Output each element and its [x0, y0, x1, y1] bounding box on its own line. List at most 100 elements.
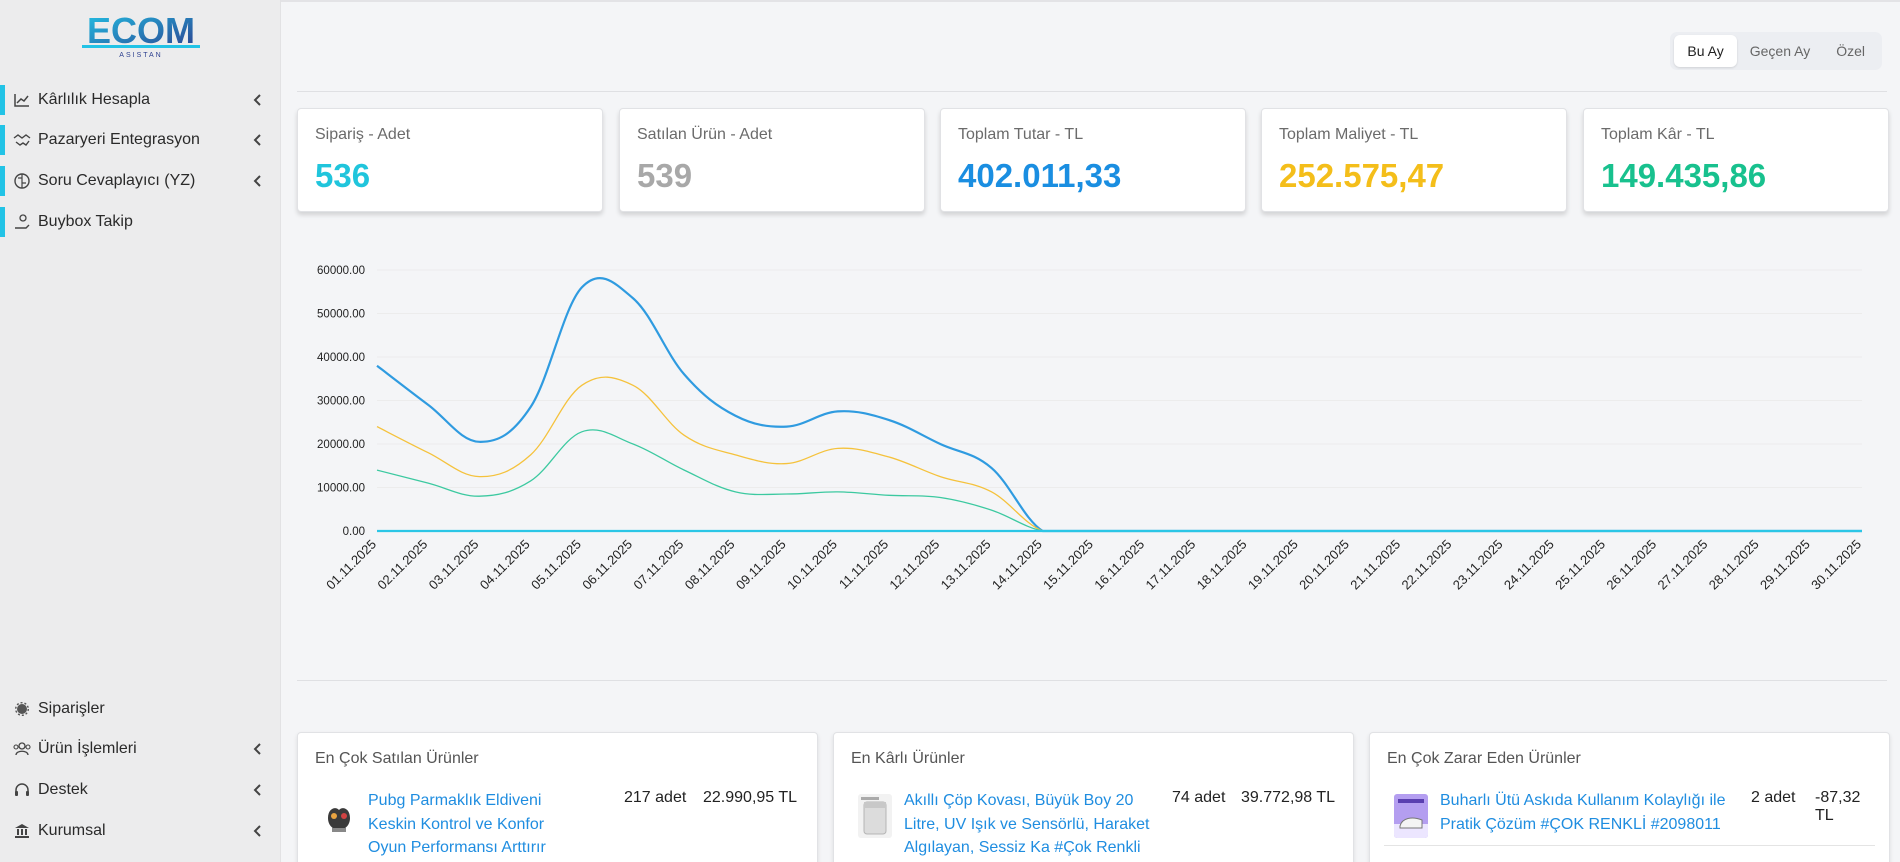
stat-card-total-profit: Toplam Kâr - TL 149.435,86 — [1583, 108, 1889, 212]
panel-title: En Çok Zarar Eden Ürünler — [1387, 750, 1581, 767]
x-tick-label: 24.11.2025 — [1501, 537, 1557, 593]
stat-card-sold-products: Satılan Ürün - Adet 539 — [619, 108, 925, 212]
panel-most-loss: En Çok Zarar Eden Ürünler Buharlı Ütü As… — [1369, 732, 1890, 862]
sidebar-item-urun-islemleri[interactable]: Ürün İşlemleri — [0, 731, 281, 767]
x-tick-label: 22.11.2025 — [1399, 537, 1455, 593]
panel-title: En Çok Satılan Ürünler — [315, 750, 479, 767]
series-line-total — [376, 276, 1862, 533]
sidebar-item-pazaryeri-entegrasyon[interactable]: Pazaryeri Entegrasyon — [0, 122, 281, 158]
chevron-left-icon — [251, 825, 263, 837]
stat-card-value: 402.011,33 — [958, 157, 1122, 194]
x-tick-label: 17.11.2025 — [1142, 537, 1198, 593]
chevron-left-icon — [251, 743, 263, 755]
x-tick-label: 12.11.2025 — [886, 537, 942, 593]
panel-most-profitable: En Kârlı Ürünler Akıllı Çöp Kovası, Büyü… — [833, 732, 1354, 862]
period-last-month-button[interactable]: Geçen Ay — [1749, 43, 1811, 59]
stat-card-title: Satılan Ürün - Adet — [637, 126, 773, 143]
header-divider — [281, 0, 1900, 2]
x-tick-label: 30.11.2025 — [1808, 537, 1864, 593]
product-name-link[interactable]: Pubg Parmaklık Eldiveni Keskin Kontrol v… — [368, 792, 546, 856]
period-selector: Bu Ay Geçen Ay Özel — [1670, 32, 1882, 70]
stat-card-orders: Sipariş - Adet 536 — [297, 108, 603, 212]
x-tick-label: 18.11.2025 — [1194, 537, 1250, 593]
handshake-icon — [12, 130, 32, 150]
stat-card-title: Toplam Tutar - TL — [958, 126, 1084, 143]
x-tick-label: 13.11.2025 — [938, 537, 994, 593]
gear-icon — [12, 699, 32, 719]
brain-icon — [12, 171, 32, 191]
ecom-logo[interactable]: ECOM ASISTAN — [74, 12, 208, 60]
sales-line-chart: 0.00 10000.00 20000.00 30000.00 40000.00 5000… — [317, 265, 1864, 593]
trash-bin-thumbnail[interactable] — [858, 794, 892, 838]
x-tick-label: 29.11.2025 — [1757, 537, 1813, 593]
period-this-month-button[interactable]: Bu Ay — [1674, 35, 1737, 67]
x-tick-label: 01.11.2025 — [323, 537, 379, 593]
list-item: Buharlı Ütü Askıda Kullanım Kolaylığı il… — [1384, 789, 1875, 862]
x-tick-label: 05.11.2025 — [528, 537, 584, 593]
product-name-link[interactable]: Akıllı Çöp Kovası, Büyük Boy 20 Litre, U… — [904, 792, 1150, 856]
stat-card-value: 539 — [637, 157, 693, 194]
sidebar-item-kurumsal[interactable]: Kurumsal — [0, 813, 281, 849]
sidebar-item-destek[interactable]: Destek — [0, 772, 281, 808]
x-tick-label: 23.11.2025 — [1450, 537, 1506, 593]
users-icon — [12, 739, 32, 759]
stat-card-total-cost: Toplam Maliyet - TL 252.575,47 — [1261, 108, 1567, 212]
sidebar-item-karlilik-hesapla[interactable]: Kârlılık Hesapla — [0, 82, 281, 118]
section-divider — [297, 91, 1887, 92]
series-line-profit — [376, 429, 1862, 532]
x-tick-label: 25.11.2025 — [1552, 537, 1608, 593]
x-tick-label: 09.11.2025 — [733, 537, 789, 593]
panel-title: En Kârlı Ürünler — [851, 750, 965, 767]
bank-icon — [12, 821, 32, 841]
product-amount: -87,32 TL — [1815, 789, 1861, 824]
product-quantity: 217 adet — [624, 789, 687, 806]
x-tick-label: 19.11.2025 — [1245, 537, 1301, 593]
sidebar-item-label: Ürün İşlemleri — [38, 740, 137, 757]
sidebar-item-buybox-takip[interactable]: Buybox Takip — [0, 204, 281, 240]
product-name-link[interactable]: Buharlı Ütü Askıda Kullanım Kolaylığı il… — [1440, 792, 1726, 833]
x-tick-label: 07.11.2025 — [630, 537, 686, 593]
x-tick-label: 02.11.2025 — [374, 537, 430, 593]
gloves-thumbnail[interactable] — [322, 794, 356, 838]
y-tick-label: 0.00 — [343, 526, 365, 538]
chevron-left-icon — [251, 134, 263, 146]
x-tick-label: 08.11.2025 — [682, 537, 738, 593]
steam-iron-thumbnail[interactable] — [1394, 794, 1428, 838]
panel-best-selling: En Çok Satılan Ürünler Pubg Parmaklık El… — [297, 732, 818, 862]
x-tick-label: 15.11.2025 — [1040, 537, 1096, 593]
list-divider — [1384, 845, 1875, 846]
x-tick-label: 28.11.2025 — [1706, 537, 1762, 593]
x-tick-label: 06.11.2025 — [579, 537, 635, 593]
list-item: Akıllı Çöp Kovası, Büyük Boy 20 Litre, U… — [848, 789, 1339, 862]
hand-coin-icon — [12, 212, 32, 232]
stat-card-value: 149.435,86 — [1601, 157, 1767, 194]
sidebar-item-label: Kurumsal — [38, 822, 106, 839]
logo-subtitle: ASISTAN — [119, 52, 162, 59]
y-tick-label: 60000.00 — [317, 265, 365, 277]
product-quantity: 2 adet — [1751, 789, 1796, 806]
y-tick-label: 40000.00 — [317, 352, 365, 364]
stat-card-title: Toplam Kâr - TL — [1601, 126, 1715, 143]
period-custom-button[interactable]: Özel — [1836, 43, 1865, 59]
sidebar: ECOM ASISTAN Kârlılık Hesapla Pazaryeri … — [0, 0, 281, 862]
product-quantity: 74 adet — [1172, 789, 1226, 806]
sidebar-item-label: Soru Cevaplayıcı (YZ) — [38, 172, 196, 189]
sidebar-item-label: Buybox Takip — [38, 213, 133, 230]
y-tick-label: 10000.00 — [317, 483, 365, 495]
y-tick-label: 50000.00 — [317, 309, 365, 321]
x-tick-label: 10.11.2025 — [784, 537, 840, 593]
x-tick-label: 21.11.2025 — [1347, 537, 1403, 593]
chevron-left-icon — [251, 784, 263, 796]
x-tick-label: 11.11.2025 — [836, 537, 891, 592]
sidebar-item-soru-cevaplayici[interactable]: Soru Cevaplayıcı (YZ) — [0, 163, 281, 199]
chevron-left-icon — [251, 94, 263, 106]
y-tick-label: 30000.00 — [317, 396, 365, 408]
chart-line-icon — [12, 90, 32, 110]
x-tick-label: 14.11.2025 — [989, 537, 1045, 593]
sidebar-item-label: Destek — [38, 781, 88, 798]
stat-card-title: Sipariş - Adet — [315, 126, 411, 143]
sidebar-item-label: Siparişler — [38, 700, 105, 717]
sidebar-item-siparisler[interactable]: Siparişler — [0, 691, 281, 727]
section-divider — [297, 680, 1887, 681]
sidebar-item-label: Kârlılık Hesapla — [38, 91, 151, 108]
